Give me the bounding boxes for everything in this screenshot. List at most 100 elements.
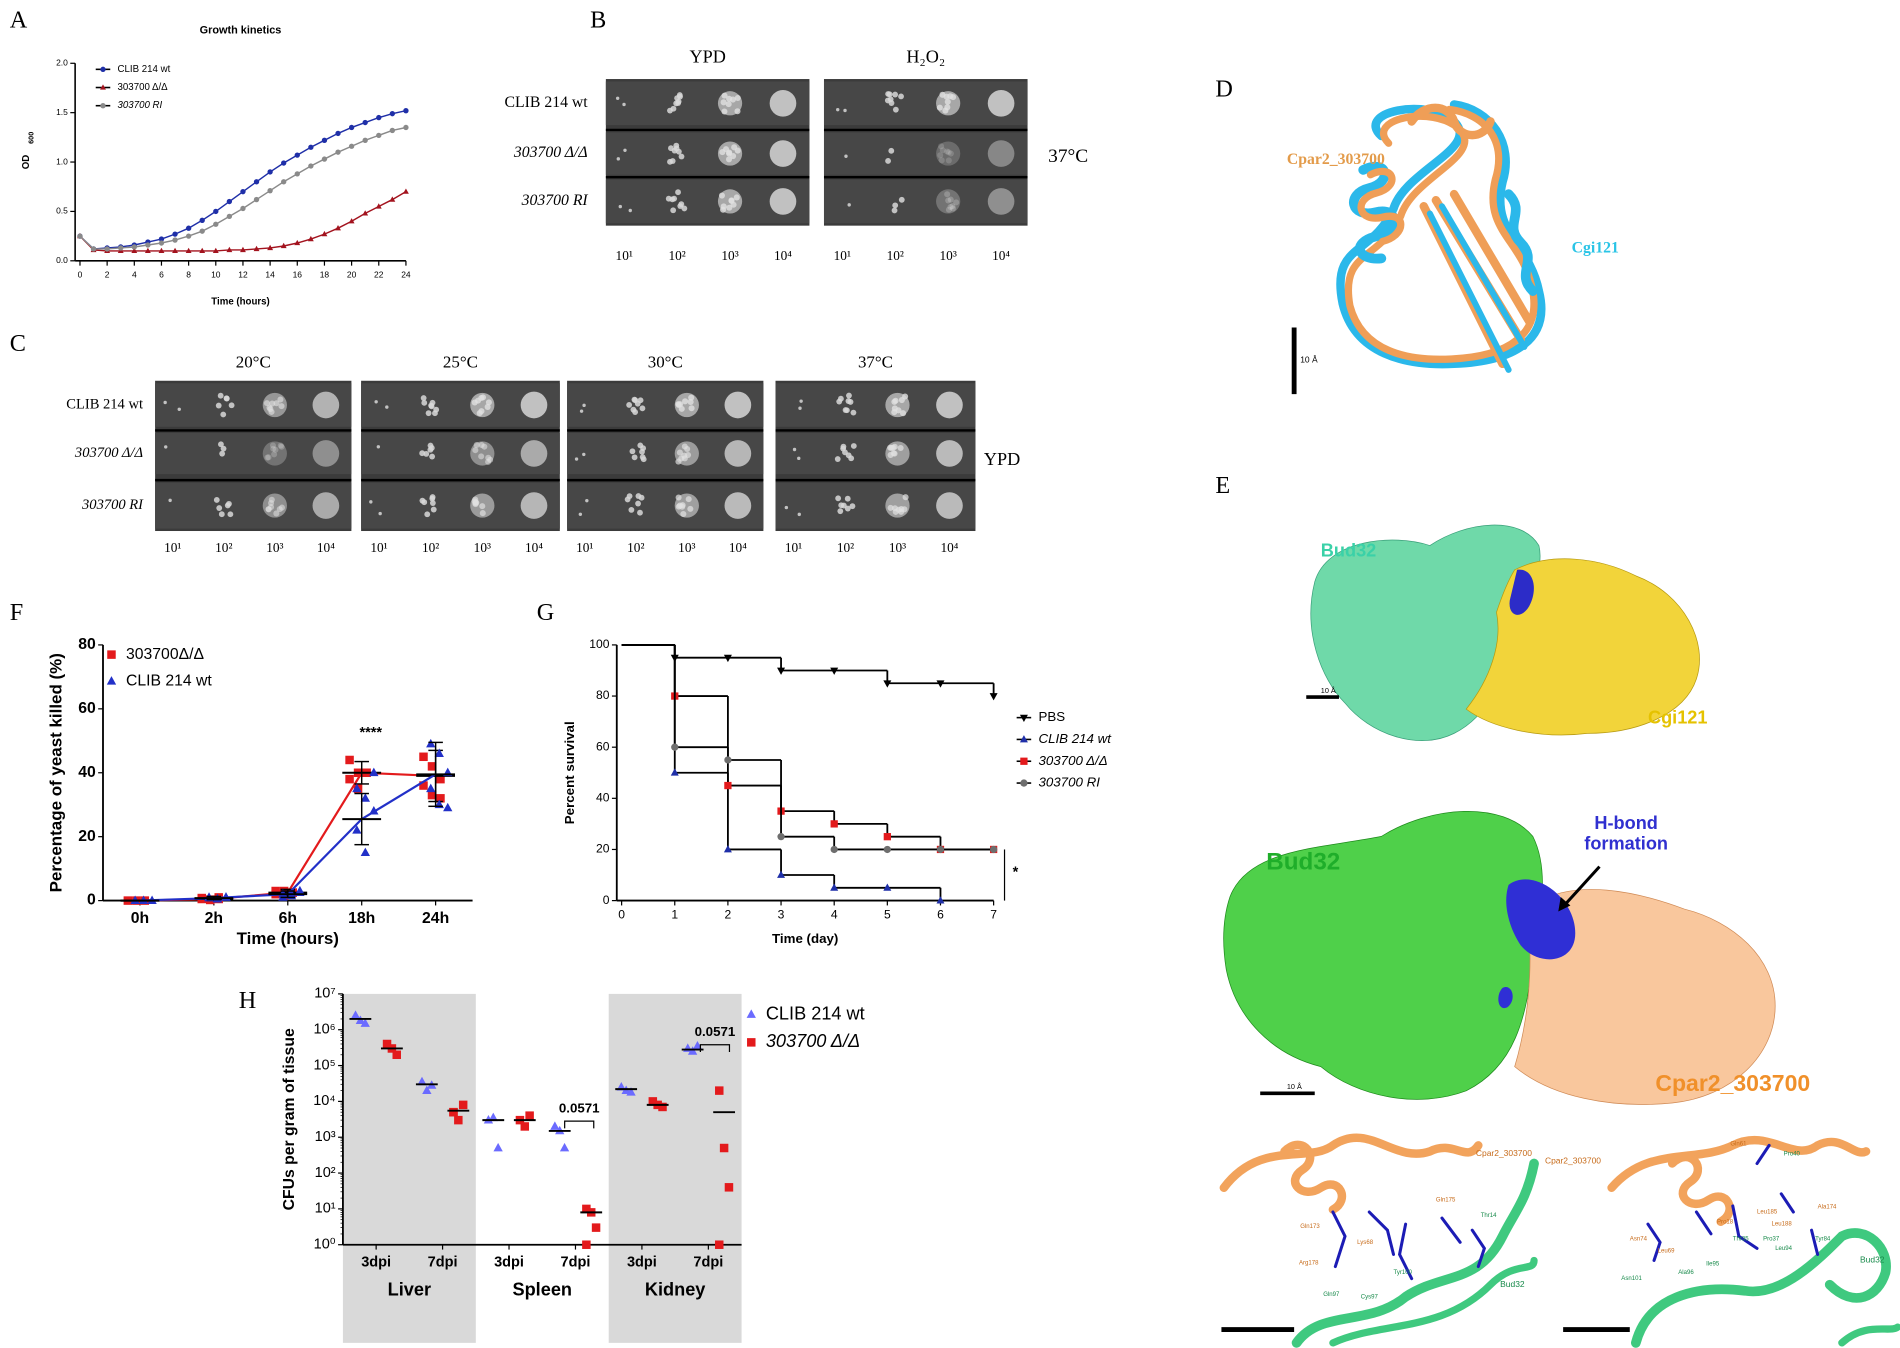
colony bbox=[385, 405, 389, 409]
chain-label: Bud32 bbox=[1860, 1255, 1885, 1265]
marker bbox=[360, 847, 371, 857]
colony bbox=[668, 145, 674, 152]
colony bbox=[945, 149, 952, 156]
column-header: YPD bbox=[689, 47, 725, 67]
legend-label: 303700 RI bbox=[118, 100, 163, 111]
marker bbox=[360, 1018, 370, 1027]
marker bbox=[777, 667, 786, 675]
residue-label: Gln173 bbox=[1300, 1224, 1320, 1230]
colony bbox=[797, 512, 801, 517]
marker bbox=[362, 119, 368, 126]
marker bbox=[348, 143, 355, 149]
chain-label: Bud32 bbox=[1500, 1279, 1525, 1289]
colony bbox=[844, 505, 851, 512]
colony bbox=[721, 92, 728, 99]
marker bbox=[376, 114, 382, 121]
colony bbox=[675, 494, 682, 501]
ribbon bbox=[1291, 1158, 1539, 1348]
colony bbox=[892, 508, 899, 515]
marker bbox=[454, 1115, 463, 1125]
colony bbox=[631, 396, 638, 403]
marker bbox=[375, 203, 382, 209]
colony bbox=[485, 454, 492, 461]
colony bbox=[376, 445, 381, 449]
x-tick-label: 0h bbox=[131, 910, 149, 927]
residue-label: Pro40 bbox=[1784, 1151, 1801, 1157]
residue-label: Thr35 bbox=[1733, 1236, 1749, 1242]
residue-label: Leu185 bbox=[1757, 1210, 1778, 1216]
surface-top bbox=[1310, 524, 1700, 741]
x-tick-label: 18 bbox=[320, 270, 330, 280]
residue-label: Asn101 bbox=[1621, 1276, 1642, 1282]
marker bbox=[185, 233, 192, 239]
colony bbox=[673, 142, 680, 149]
colony bbox=[479, 503, 486, 510]
marker bbox=[883, 680, 892, 688]
marker bbox=[321, 156, 328, 162]
colony bbox=[429, 500, 436, 506]
dilution-label: 10⁴ bbox=[317, 540, 335, 555]
colony bbox=[582, 452, 586, 457]
residue-label: Tyr84 bbox=[1815, 1236, 1831, 1242]
colony bbox=[681, 452, 688, 459]
marker bbox=[158, 247, 165, 254]
annotation: * bbox=[1013, 865, 1019, 881]
marker bbox=[352, 825, 362, 834]
colony bbox=[634, 400, 641, 407]
residue-label: Ala174 bbox=[1818, 1205, 1837, 1211]
legend-label: 303700Δ/Δ bbox=[126, 646, 204, 663]
colony bbox=[898, 196, 905, 203]
marker bbox=[294, 152, 300, 158]
y-tick-label: 10⁰ bbox=[314, 1237, 336, 1253]
panel-label: G bbox=[537, 599, 555, 626]
colony bbox=[726, 95, 733, 102]
colony bbox=[898, 93, 904, 100]
residue-label: Gln61 bbox=[1730, 1142, 1747, 1148]
row-label: CLIB 214 wt bbox=[66, 396, 143, 412]
dilution-label: 10² bbox=[422, 540, 439, 555]
legend-label: CLIB 214 wt bbox=[1038, 731, 1112, 746]
marker bbox=[830, 845, 838, 854]
colony bbox=[378, 511, 382, 516]
x-tick-label: 2h bbox=[205, 910, 223, 927]
marker bbox=[582, 1204, 591, 1214]
colony bbox=[850, 443, 857, 449]
marker bbox=[213, 221, 219, 227]
colony bbox=[844, 154, 848, 158]
colony bbox=[685, 496, 692, 503]
dilution-label: 10⁴ bbox=[774, 248, 792, 263]
marker bbox=[426, 738, 436, 748]
helix bbox=[1349, 161, 1399, 264]
colony bbox=[680, 510, 687, 518]
colony bbox=[177, 407, 181, 411]
panel-label: A bbox=[10, 7, 28, 34]
arrow-head bbox=[1558, 896, 1571, 912]
x-tick-label: 7 bbox=[990, 907, 997, 921]
legend-marker bbox=[100, 66, 106, 73]
colony bbox=[213, 497, 220, 503]
colony bbox=[479, 394, 487, 401]
colony bbox=[618, 204, 622, 209]
colony bbox=[421, 399, 428, 406]
colony bbox=[847, 203, 851, 207]
panel-label: D bbox=[1215, 76, 1233, 103]
colony bbox=[938, 157, 945, 164]
residue-label: Thr14 bbox=[1481, 1213, 1497, 1219]
marker bbox=[267, 244, 274, 251]
marker bbox=[360, 793, 371, 802]
colony bbox=[897, 444, 904, 452]
colony bbox=[885, 158, 891, 164]
colony bbox=[485, 399, 492, 406]
marker bbox=[591, 1223, 601, 1232]
colony bbox=[472, 447, 479, 454]
annotation: formation bbox=[1584, 834, 1668, 854]
colony-spot bbox=[520, 391, 548, 419]
y-tick-label: 10³ bbox=[315, 1129, 336, 1145]
row-label: 303700 RI bbox=[521, 192, 589, 209]
colony bbox=[429, 453, 436, 460]
colony bbox=[429, 399, 436, 406]
colony bbox=[784, 505, 789, 510]
x-tick-label: 20 bbox=[347, 270, 357, 280]
marker bbox=[389, 196, 396, 202]
